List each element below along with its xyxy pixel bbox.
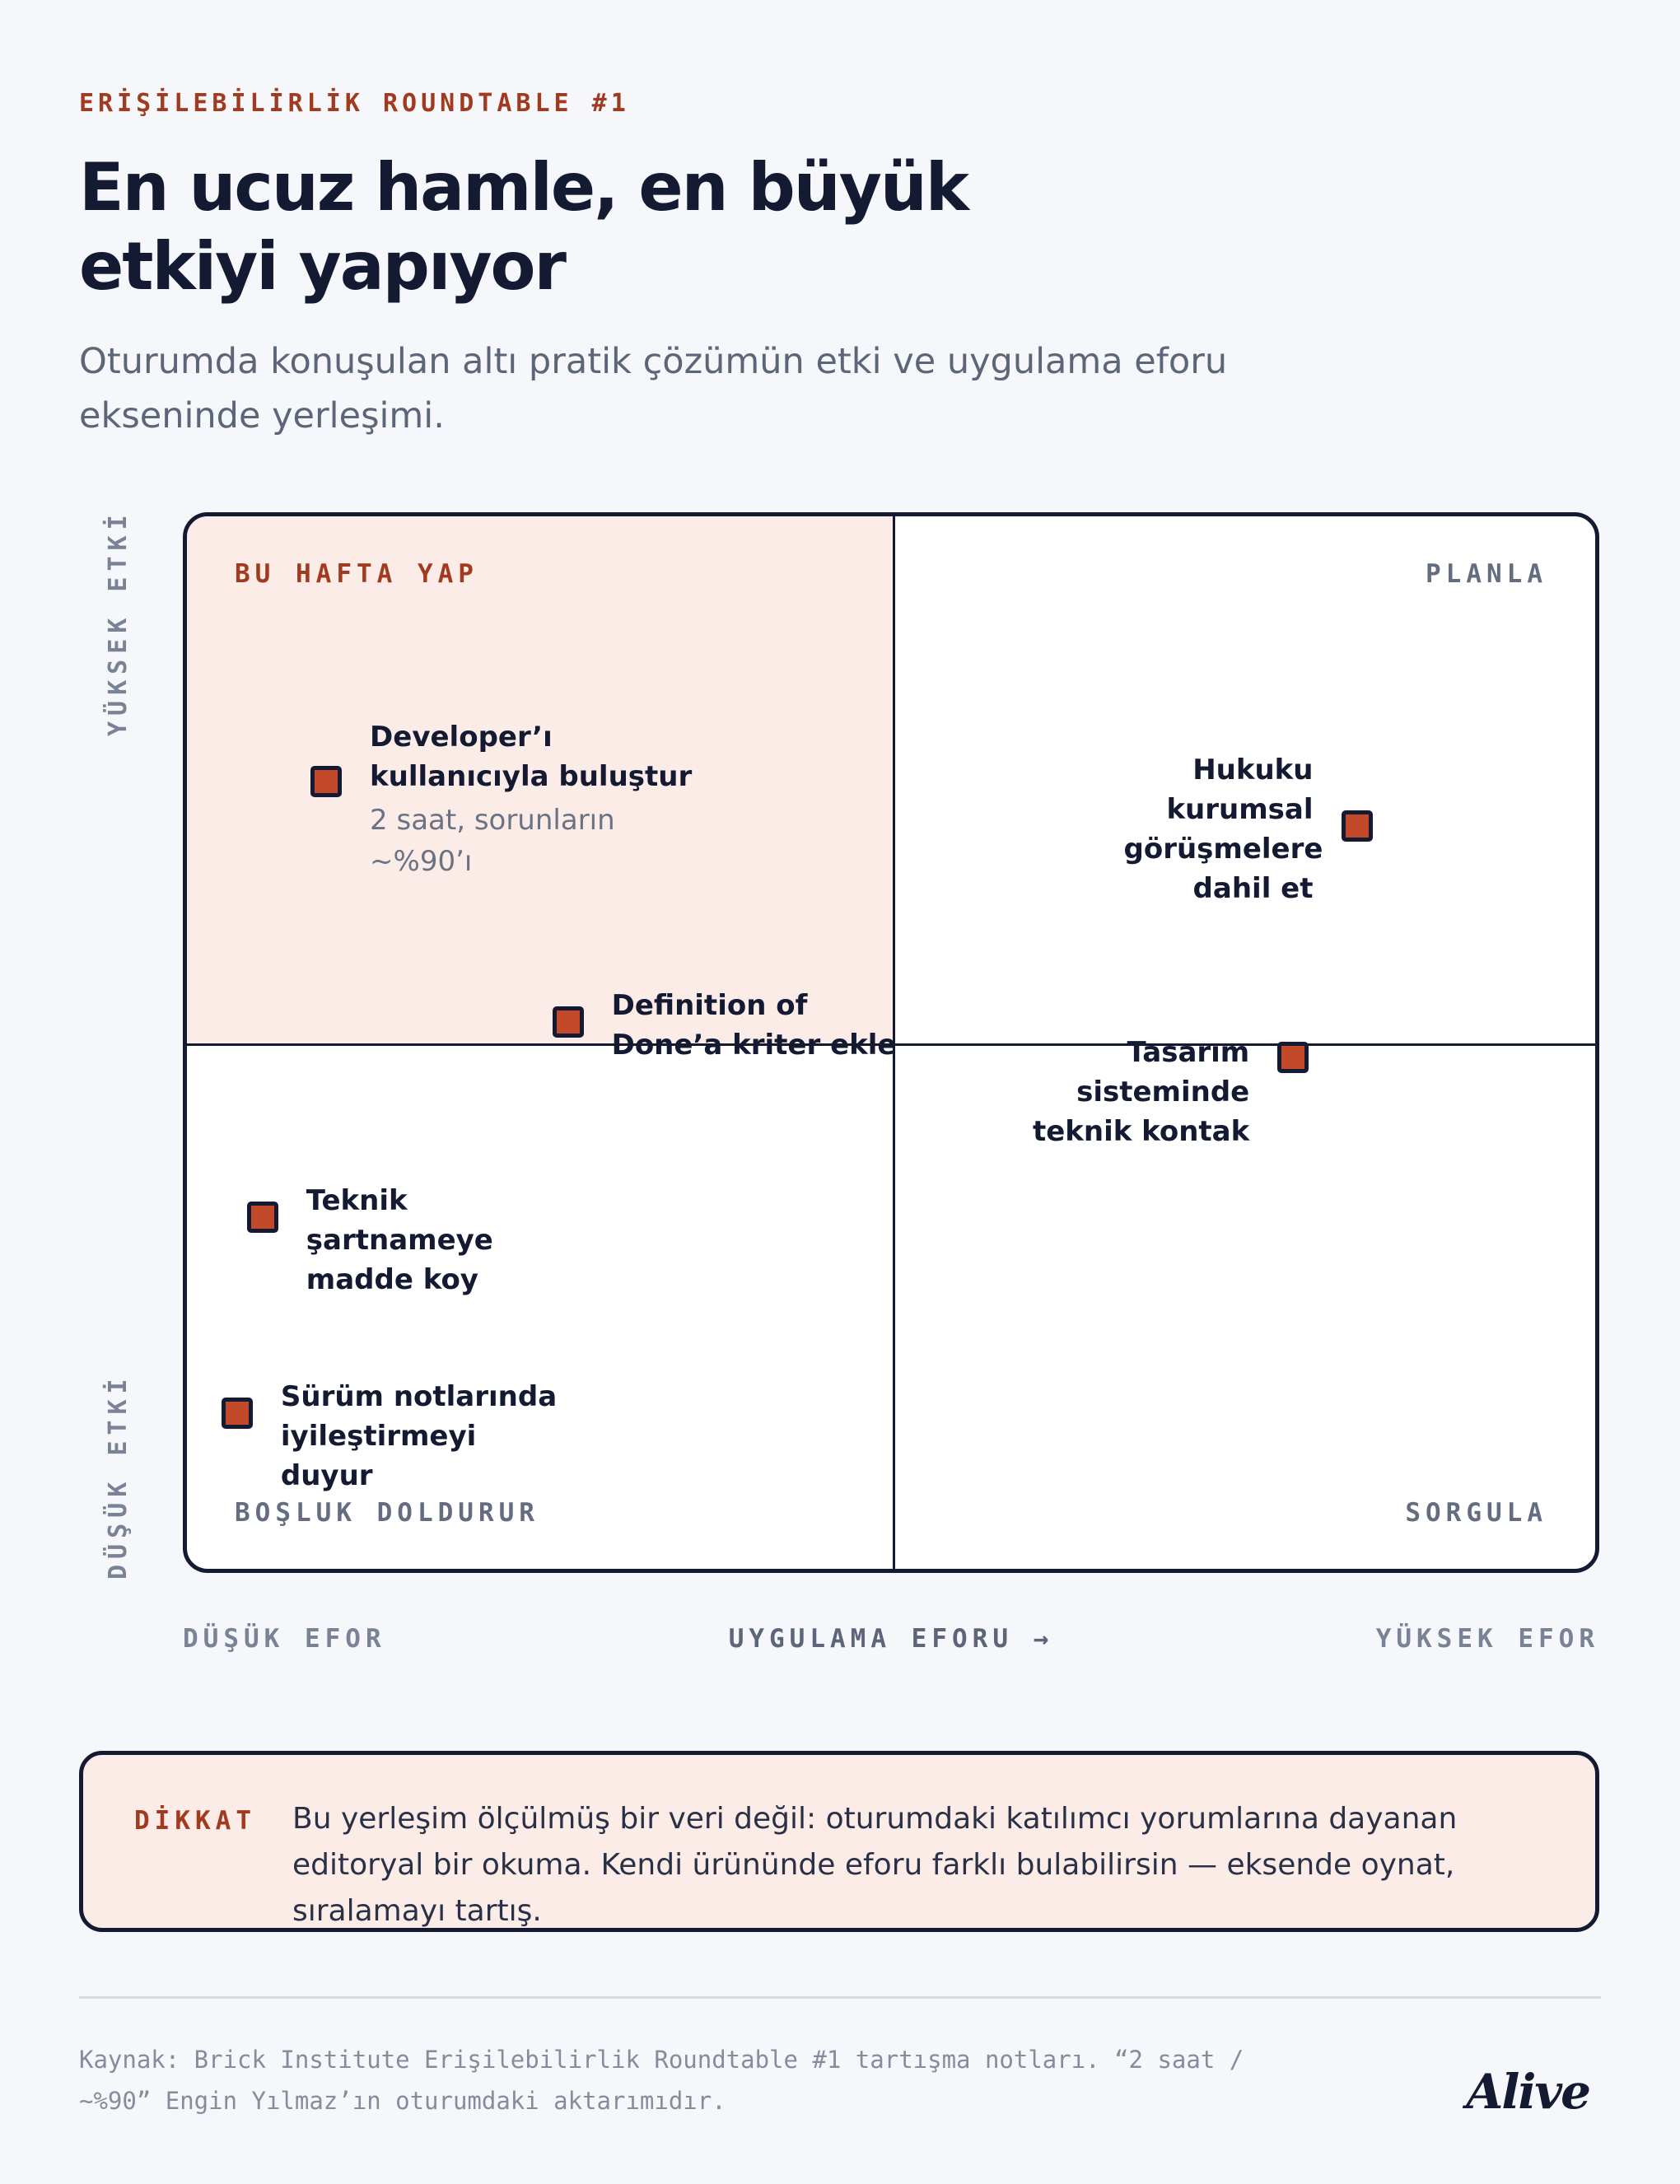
kicker: ERİŞİLEBİLİRLİK ROUNDTABLE #1 <box>79 89 630 118</box>
brand-logo: Alive <box>1466 2064 1591 2120</box>
page-title: En ucuz hamle, en büyük etkiyi yapıyor <box>79 149 969 305</box>
data-point-label: Hukuku kurumsal görüşmelere dahil et <box>1123 754 1323 905</box>
data-point-note: 2 saat, sorunların ~%90’ı <box>370 804 615 878</box>
caution-callout: DİKKAT Bu yerleşim ölçülmüş bir veri değ… <box>79 1751 1599 1932</box>
data-point-label: Tasarım sisteminde teknik kontak <box>1032 1035 1250 1148</box>
footer-divider <box>79 1996 1601 1999</box>
y-tick-label-high: YÜKSEK ETKİ <box>104 509 133 736</box>
vertical-divider <box>893 516 895 1569</box>
data-point-label: Definition of Done’a kriter ekle <box>611 988 897 1062</box>
quadrant-label-top-left: BU HAFTA YAP <box>235 559 478 589</box>
impact-effort-matrix: BU HAFTA YAP PLANLA BOŞLUK DOLDURUR SORG… <box>183 512 1599 1573</box>
data-point <box>310 766 343 797</box>
page-subtitle: Oturumda konuşulan altı pratik çözümün e… <box>79 341 1228 436</box>
quadrant-label-bottom-left: BOŞLUK DOLDURUR <box>235 1498 539 1528</box>
quadrant-label-bottom-right: SORGULA <box>1405 1498 1547 1528</box>
x-tick-label-high: YÜKSEK EFOR <box>1375 1624 1599 1654</box>
data-point <box>1277 1041 1309 1073</box>
data-point <box>221 1397 253 1429</box>
data-point-label: Teknik şartnameye madde koy <box>306 1184 493 1297</box>
callout-tag: DİKKAT <box>134 1806 256 1836</box>
quadrant-label-top-right: PLANLA <box>1426 559 1547 589</box>
callout-text: Bu yerleşim ölçülmüş bir veri değil: otu… <box>292 1802 1458 1928</box>
data-point <box>552 1006 584 1038</box>
x-axis-label: UYGULAMA EFORU → <box>728 1624 1054 1654</box>
data-point <box>246 1202 278 1234</box>
quadrant-highlight <box>187 516 894 1043</box>
data-point-label: Sürüm notlarında iyileştirmeyi duyur <box>280 1379 558 1492</box>
data-point-label: Developer’ı kullanıcıyla buluştur <box>370 721 693 793</box>
source-note: Kaynak: Brick Institute Erişilebilirlik … <box>79 2046 1244 2115</box>
data-point <box>1341 810 1373 842</box>
x-tick-label-low: DÜŞÜK EFOR <box>183 1624 386 1654</box>
horizontal-divider <box>187 1043 1595 1046</box>
y-tick-label-low: DÜŞÜK ETKİ <box>104 1373 133 1580</box>
